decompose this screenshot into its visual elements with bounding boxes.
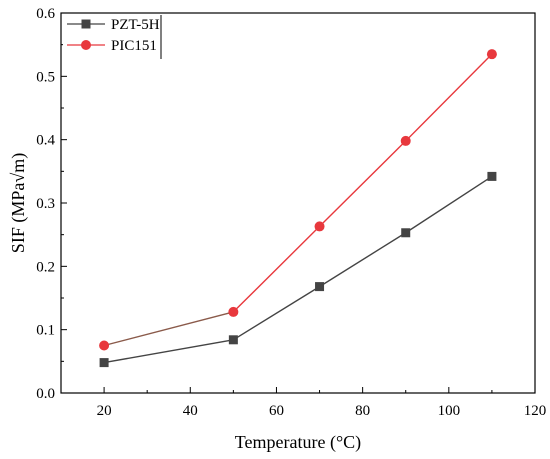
series-line-pzt5h bbox=[319, 232, 407, 288]
data-point-pzt5h bbox=[228, 335, 238, 345]
x-axis-label: Temperature (°C) bbox=[235, 432, 361, 453]
data-point-pzt5h bbox=[401, 228, 411, 238]
data-point-pic151 bbox=[228, 306, 239, 317]
y-tick-label: 0.0 bbox=[36, 386, 55, 402]
data-point-pic151 bbox=[486, 49, 497, 60]
series-line-pzt5h bbox=[103, 339, 234, 364]
x-tick-label: 40 bbox=[183, 403, 198, 419]
x-tick-label: 60 bbox=[269, 403, 284, 419]
y-axis-label: SIF (MPa√m) bbox=[8, 153, 29, 253]
x-tick-label: 120 bbox=[524, 403, 547, 419]
y-tick-label: 0.3 bbox=[36, 196, 55, 212]
series-line-pic151 bbox=[319, 140, 407, 227]
data-point-pzt5h bbox=[487, 171, 497, 181]
series-line-pic151 bbox=[103, 311, 234, 347]
plot-frame bbox=[60, 12, 536, 394]
data-point-pic151 bbox=[314, 221, 325, 232]
legend: PZT-5H PIC151 bbox=[63, 15, 162, 59]
y-tick-label: 0.5 bbox=[36, 69, 55, 85]
legend-marker-pic151 bbox=[81, 40, 91, 50]
series-line-pic151 bbox=[232, 225, 321, 313]
data-point-pic151 bbox=[99, 340, 110, 351]
legend-box bbox=[63, 15, 161, 59]
x-tick-label: 20 bbox=[97, 403, 112, 419]
y-tick-label: 0.4 bbox=[36, 133, 55, 149]
y-axis-ticks: 0.0 0.1 0.2 0.3 0.4 0.5 0.6 bbox=[36, 6, 67, 402]
series-line-pzt5h bbox=[232, 286, 320, 341]
x-tick-label: 80 bbox=[355, 403, 370, 419]
data-point-pic151 bbox=[400, 135, 411, 146]
series-line-pzt5h bbox=[405, 175, 493, 234]
x-tick-label: 100 bbox=[438, 403, 461, 419]
legend-label-pzt5h: PZT-5H bbox=[111, 17, 160, 33]
data-point-pzt5h bbox=[315, 282, 325, 292]
series-layer bbox=[99, 49, 497, 368]
y-tick-label: 0.1 bbox=[36, 323, 55, 339]
y-tick-label: 0.6 bbox=[36, 6, 55, 22]
y-tick-label: 0.2 bbox=[36, 259, 55, 275]
legend-marker-pzt5h bbox=[81, 19, 91, 29]
x-axis-ticks: 20 40 60 80 100 120 bbox=[97, 387, 547, 419]
data-point-pzt5h bbox=[99, 358, 109, 368]
legend-label-pic151: PIC151 bbox=[111, 38, 157, 54]
series-line-pic151 bbox=[405, 53, 493, 142]
